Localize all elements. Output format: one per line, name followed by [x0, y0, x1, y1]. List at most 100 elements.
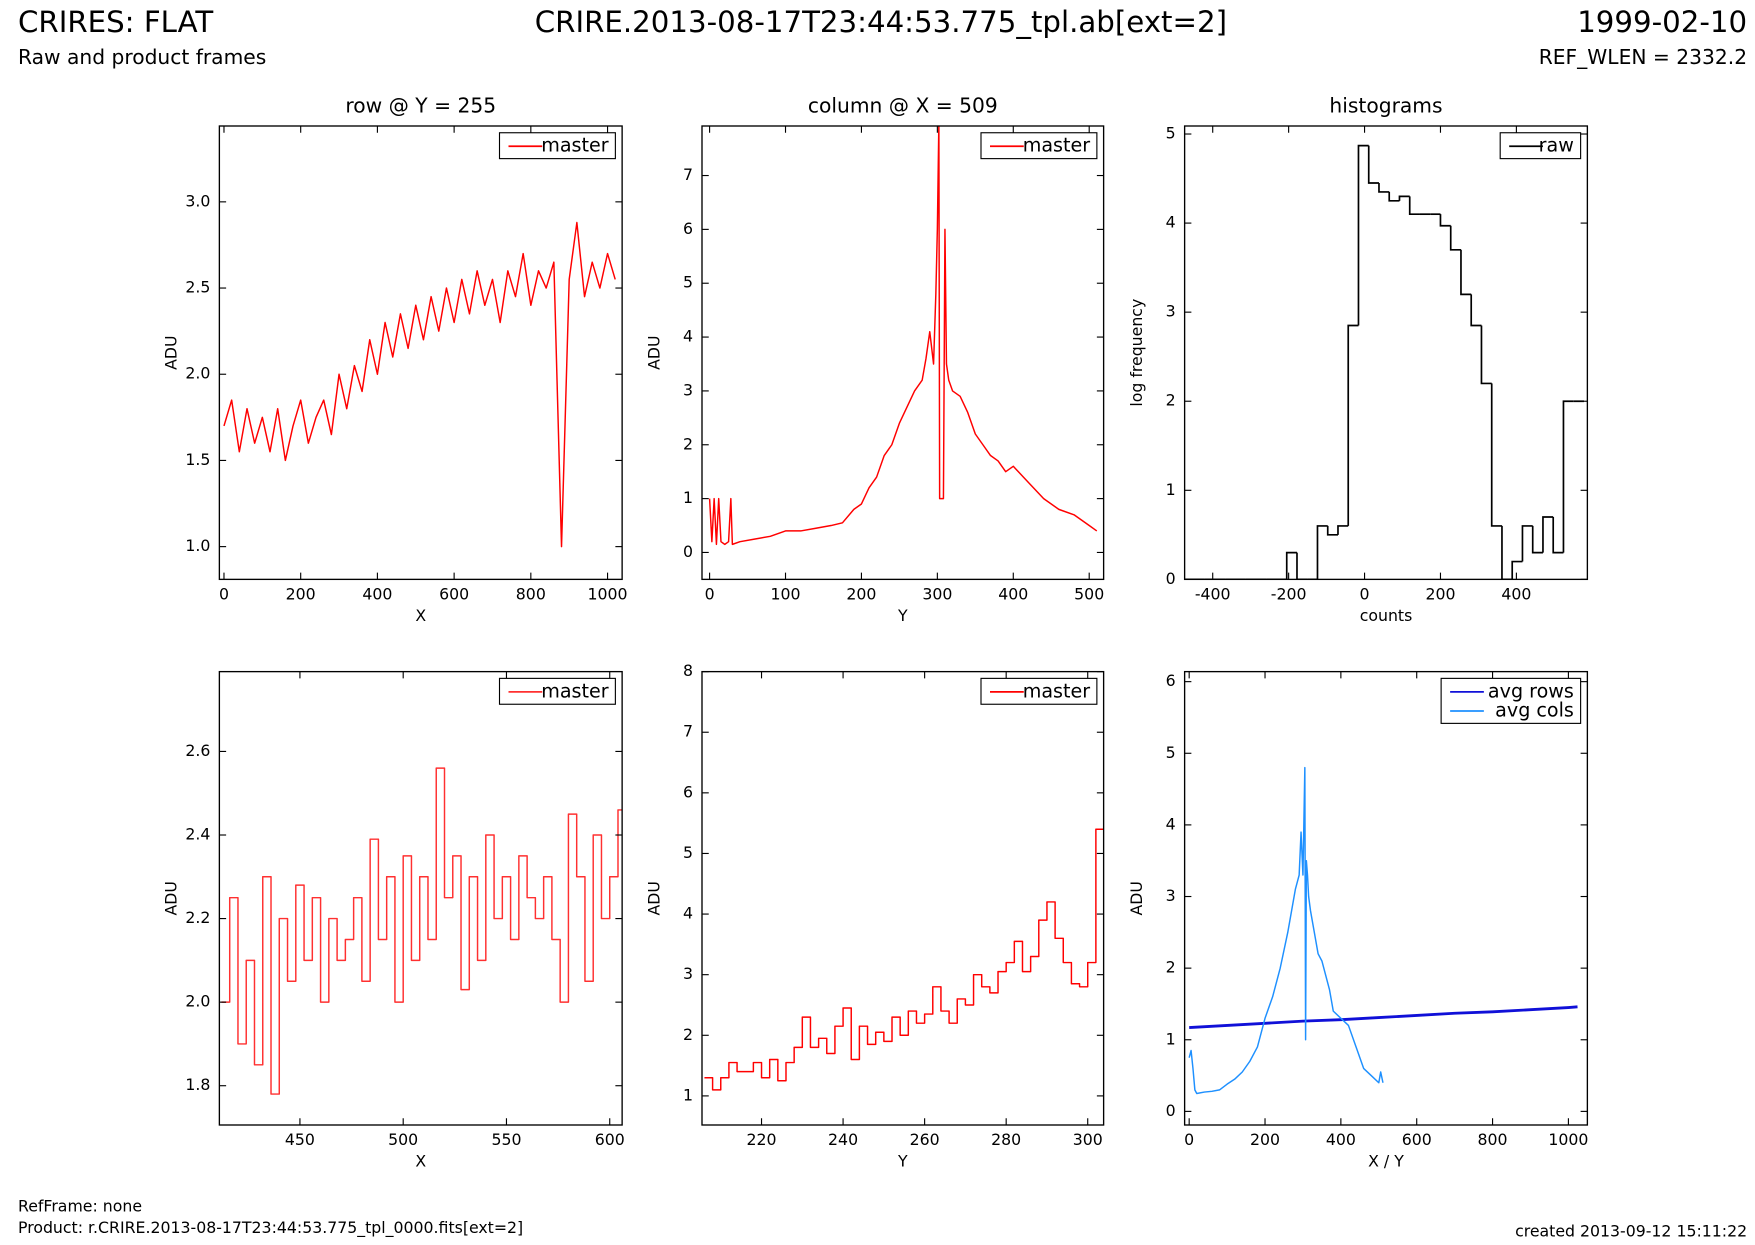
y-tick-label: 3	[1166, 302, 1176, 321]
histogram-step	[1367, 145, 1379, 184]
y-tick-label: 1.8	[185, 1075, 210, 1094]
legend-label: avg rows	[1488, 679, 1574, 702]
x-tick-label: 600	[595, 1130, 625, 1149]
x-tick-label: 800	[516, 585, 546, 604]
y-tick-label: 2	[1166, 958, 1176, 977]
y-tick-label: 2	[1166, 391, 1176, 410]
y-tick-label: 6	[683, 219, 693, 238]
histogram-step	[1480, 325, 1492, 385]
series-line	[1188, 766, 1384, 1095]
x-tick-label: 500	[1074, 585, 1104, 604]
axes-frame	[1183, 670, 1589, 1126]
y-tick-label: 2.2	[185, 908, 210, 927]
y-tick-label: 6	[1166, 671, 1176, 690]
histogram-step	[1470, 294, 1482, 327]
y-tick-label: 1	[683, 1085, 693, 1104]
histogram-step	[1562, 400, 1574, 553]
x-tick-label: 200	[1250, 1130, 1280, 1149]
x-tick-label: 550	[491, 1130, 521, 1149]
y-axis-label: ADU	[162, 881, 181, 915]
y-tick-label: 2.0	[185, 364, 210, 383]
plot-area	[708, 125, 1098, 546]
legend-label: avg cols	[1495, 698, 1574, 721]
x-tick-label: 1000	[1548, 1130, 1588, 1149]
plot-area	[221, 767, 623, 1095]
series-line	[1189, 1005, 1578, 1029]
histogram-step	[1521, 525, 1533, 562]
y-tick-label: 3	[683, 964, 693, 983]
x-tick-label: 200	[286, 585, 316, 604]
x-tick-label: 400	[1326, 1130, 1356, 1149]
x-tick-label: -400	[1195, 585, 1231, 604]
panel: -400 -200 0 200 400 0 1 2 3 4 5 histograms counts log…	[1127, 93, 1589, 625]
histogram-step	[1449, 225, 1461, 251]
x-tick-label: 400	[998, 585, 1028, 604]
panel: 0 200 400 600 800 1000 0 1 2 3 4 5 6 X / Y ADU avg rows…	[1127, 670, 1589, 1171]
plot-area	[704, 671, 1104, 1091]
legend-label: master	[1023, 679, 1091, 702]
panel: 220 240 260 280 300 1 2 3 4 5 6 7 8 Y ADU master	[644, 661, 1105, 1171]
x-tick-label: 1000	[588, 585, 628, 604]
y-axis-label: ADU	[644, 335, 663, 369]
series-line	[704, 671, 1104, 1091]
y-tick-label: 1	[683, 488, 693, 507]
histogram-step	[1490, 383, 1502, 527]
ref-frame: RefFrame: none	[18, 1197, 142, 1216]
axes-frame	[218, 670, 623, 1126]
legend-box	[1440, 677, 1582, 724]
x-tick-label: 400	[1501, 585, 1531, 604]
histogram-step	[1378, 183, 1390, 193]
subtitle: Raw and product frames	[18, 45, 266, 69]
legend-box	[980, 132, 1098, 160]
legend: master	[498, 677, 616, 705]
y-tick-label: 2.4	[185, 825, 210, 844]
x-tick-label: 300	[1073, 1130, 1103, 1149]
y-tick-label: 3	[1166, 886, 1176, 905]
x-axis-label: X	[415, 1152, 426, 1171]
axes-frame	[701, 670, 1105, 1126]
x-tick-label: 600	[439, 585, 469, 604]
y-tick-label: 2.6	[185, 741, 210, 760]
histogram-step	[1501, 525, 1513, 580]
legend-label: master	[541, 679, 609, 702]
x-tick-label: 220	[747, 1130, 777, 1149]
histogram-step	[1460, 249, 1472, 296]
x-tick-label: 400	[362, 585, 392, 604]
file-name: CRIRE.2013-08-17T23:44:53.775_tpl.ab[ext…	[535, 5, 1227, 39]
x-axis-label: X / Y	[1368, 1152, 1404, 1171]
axes-frame	[701, 125, 1105, 581]
ref-wlen: REF_WLEN = 2332.2	[1539, 45, 1747, 69]
x-tick-label: 600	[1402, 1130, 1432, 1149]
x-tick-label: 200	[1425, 585, 1455, 604]
y-tick-label: 4	[683, 327, 693, 346]
y-tick-label: 1.5	[185, 450, 210, 469]
legend-label: master	[541, 134, 609, 157]
y-tick-label: 0	[683, 542, 693, 561]
plot-area	[1184, 144, 1584, 580]
y-axis-label: ADU	[1127, 881, 1146, 915]
y-tick-label: 4	[1166, 213, 1176, 232]
y-tick-label: 7	[683, 165, 693, 184]
x-axis-label: Y	[897, 606, 908, 625]
x-tick-label: 300	[922, 585, 952, 604]
x-tick-label: 0	[705, 585, 715, 604]
x-axis-label: Y	[897, 1152, 908, 1171]
histogram-step	[1531, 525, 1543, 554]
x-tick-label: 0	[219, 585, 229, 604]
panel: 0 100 200 300 400 500 0 1 2 3 4 5 6 7 column @ X = 509…	[644, 93, 1105, 625]
legend: master	[980, 677, 1098, 705]
legend-label: master	[1023, 134, 1091, 157]
y-tick-label: 5	[1166, 124, 1176, 143]
y-tick-label: 0	[1166, 569, 1176, 588]
histogram-step	[1316, 525, 1328, 580]
series-line	[221, 767, 623, 1095]
panel: 0 200 400 600 800 1000 1.0 1.5 2.0 2.5 3.0 row @ Y …	[162, 93, 628, 625]
y-tick-label: 2.0	[185, 992, 210, 1011]
histogram-step	[1511, 560, 1523, 580]
y-tick-label: 2	[683, 1025, 693, 1044]
page-title: CRIRES: FLAT	[18, 5, 213, 39]
x-tick-label: 260	[910, 1130, 940, 1149]
x-tick-label: 0	[1360, 585, 1370, 604]
